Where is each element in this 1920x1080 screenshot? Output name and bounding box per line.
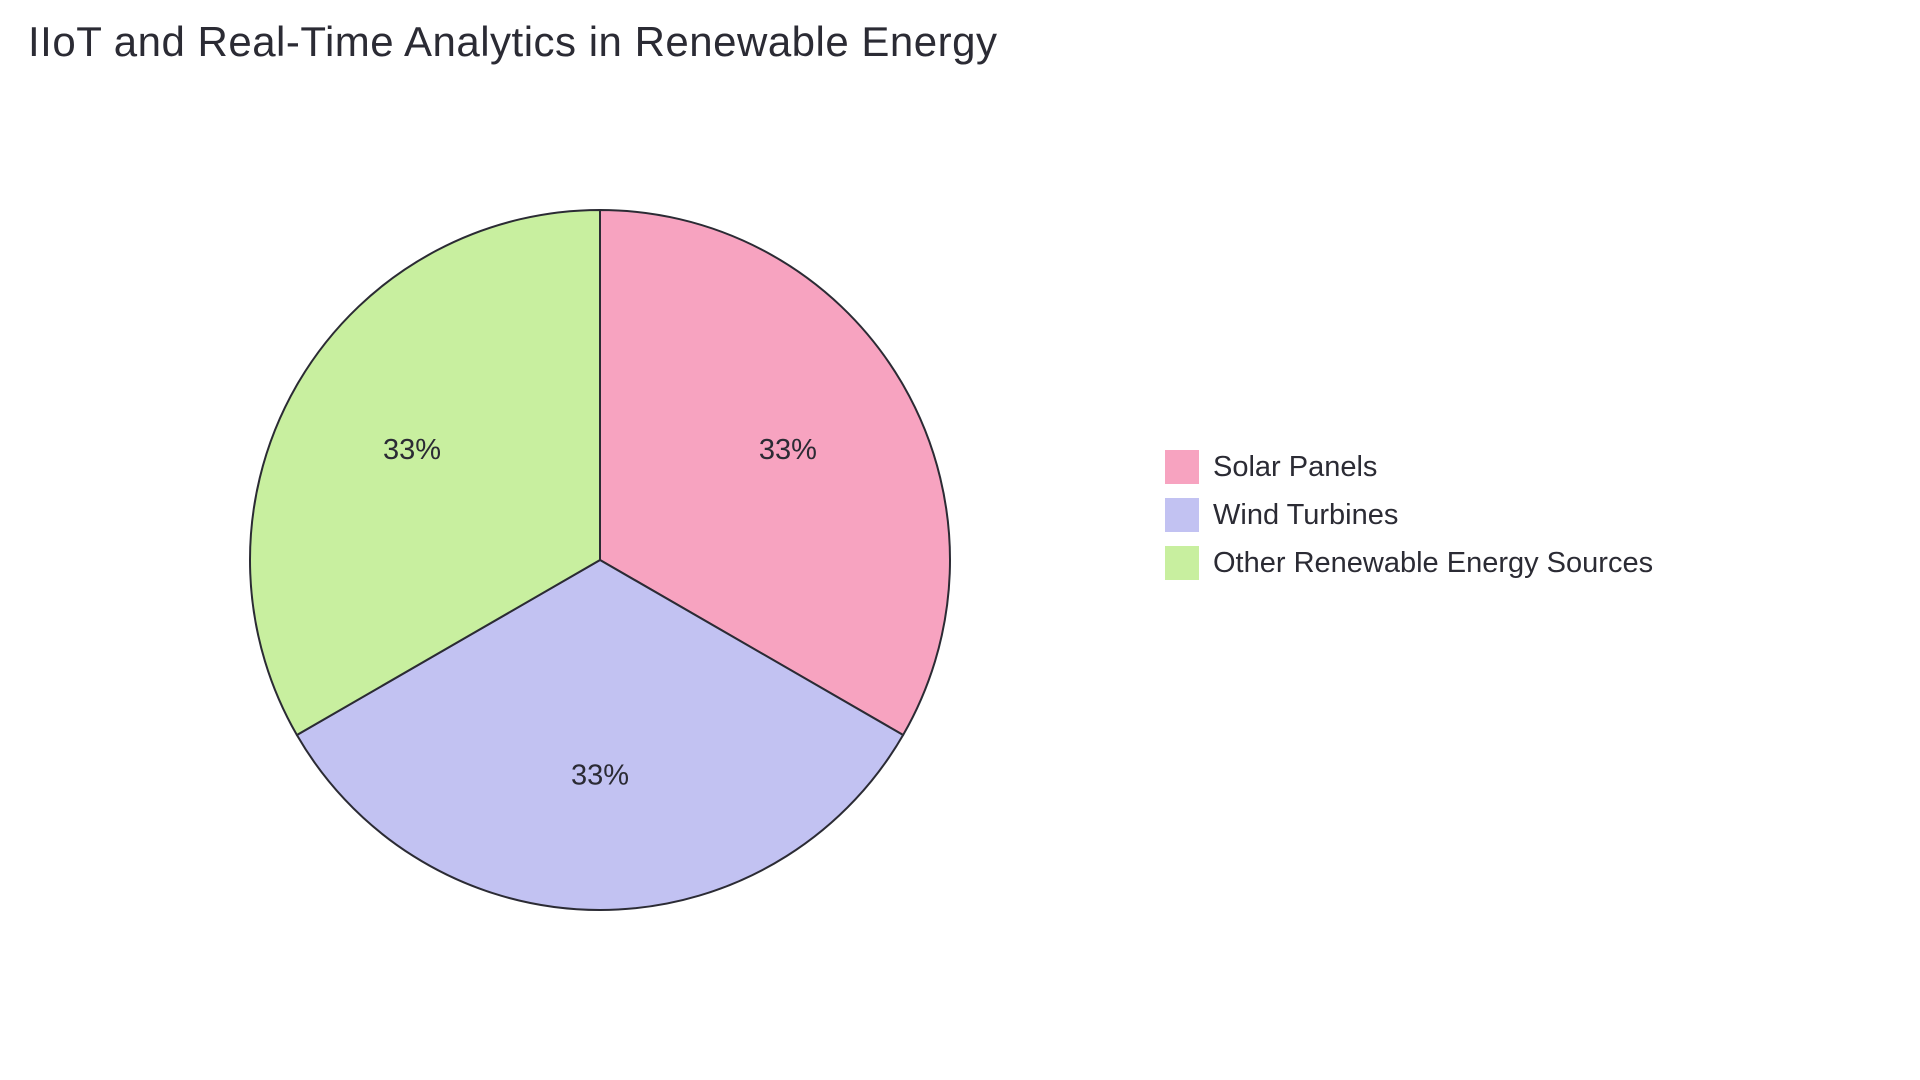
- legend-label: Solar Panels: [1213, 451, 1377, 484]
- legend-swatch: [1165, 546, 1199, 580]
- pie-slice-label: 33%: [759, 434, 817, 466]
- legend: Solar Panels Wind Turbines Other Renewable…: [1165, 450, 1653, 594]
- pie-slice-label: 33%: [571, 760, 629, 792]
- legend-item: Solar Panels: [1165, 450, 1653, 484]
- chart-container: IIoT and Real-Time Analytics in Renewabl…: [0, 0, 1920, 1080]
- legend-item: Other Renewable Energy Sources: [1165, 546, 1653, 580]
- legend-label: Wind Turbines: [1213, 499, 1398, 532]
- legend-item: Wind Turbines: [1165, 498, 1653, 532]
- legend-swatch: [1165, 450, 1199, 484]
- pie-slice-label: 33%: [383, 434, 441, 466]
- pie-chart: 33% 33% 33%: [120, 90, 840, 810]
- legend-label: Other Renewable Energy Sources: [1213, 547, 1653, 580]
- chart-title: IIoT and Real-Time Analytics in Renewabl…: [28, 18, 997, 66]
- legend-swatch: [1165, 498, 1199, 532]
